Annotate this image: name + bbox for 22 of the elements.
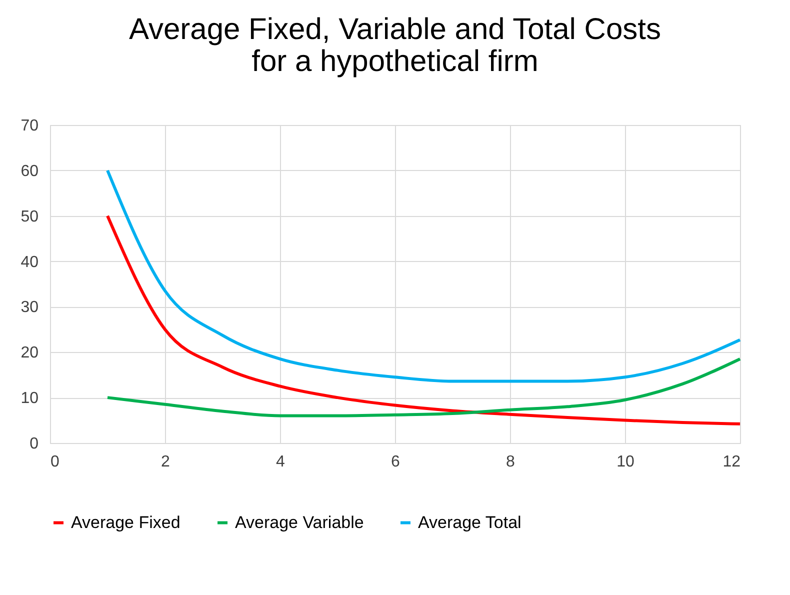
x-tick-label: 2: [161, 454, 170, 470]
x-tick-label: 12: [722, 454, 741, 470]
chart-title: Average Fixed, Variable and Total Costs for a hypothetical firm: [129, 13, 661, 78]
line-series: [106, 168, 742, 383]
x-tick-label: 10: [616, 454, 634, 470]
legend-label: Average Variable: [235, 512, 364, 532]
legend-label: Average Total: [418, 512, 522, 532]
y-tick-label: 30: [20, 299, 39, 316]
x-tick-label: 0: [50, 454, 60, 470]
y-tick-label: 10: [20, 390, 39, 408]
y-tick-label: 70: [20, 118, 39, 134]
x-tick-label: 8: [506, 454, 516, 470]
legend-label: Average Fixed: [71, 512, 180, 532]
line-series: [106, 214, 742, 426]
x-tick-label: 4: [276, 454, 286, 470]
y-tick-label: 50: [20, 208, 39, 226]
y-tick-label: 0: [30, 436, 39, 452]
y-tick-label: 60: [20, 162, 39, 180]
x-tick-label: 6: [391, 454, 400, 470]
line-series: [106, 357, 742, 418]
y-tick-label: 40: [20, 254, 39, 271]
y-tick-label: 20: [20, 344, 39, 362]
